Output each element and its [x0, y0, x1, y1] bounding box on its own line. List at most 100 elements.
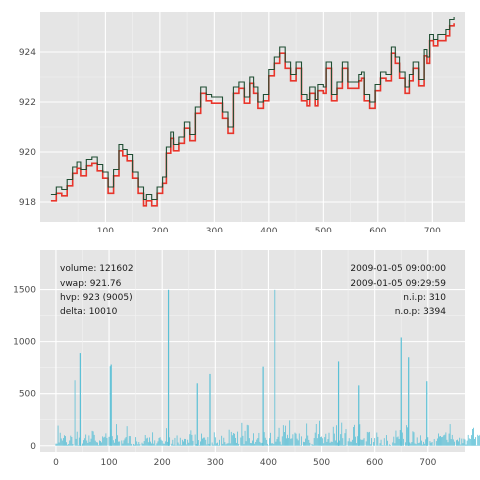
volume-bar — [177, 442, 179, 446]
volume-bar — [223, 437, 225, 446]
price-x-tick-label: 300 — [206, 227, 223, 232]
volume-bar — [340, 434, 342, 446]
volume-bar — [441, 437, 443, 446]
volume-bar — [112, 440, 114, 446]
volume-bar — [423, 441, 424, 446]
volume-bar — [129, 436, 131, 446]
volume-bar — [145, 438, 147, 446]
volume-bar — [363, 438, 365, 446]
price-x-tick-label: 600 — [369, 227, 386, 232]
volume-spike-bar — [337, 361, 340, 446]
volume-bar — [77, 445, 79, 446]
volume-bar — [200, 441, 201, 446]
volume-bar — [143, 441, 145, 446]
volume-spike-bar — [79, 353, 81, 446]
volume-bar — [75, 438, 77, 446]
volume-spike-bar — [167, 289, 170, 446]
volume-bar — [157, 441, 159, 446]
volume-bar — [477, 434, 479, 446]
volume-bar — [236, 442, 237, 446]
price-y-axis: 918 920 922 924 — [19, 48, 36, 208]
volume-bar — [171, 443, 173, 446]
volume-bar — [321, 436, 322, 446]
volume-bar — [356, 443, 358, 446]
volume-bar — [160, 439, 162, 446]
volume-bar — [347, 441, 349, 446]
volume-bar — [433, 438, 435, 446]
volume-bar — [271, 443, 273, 446]
volume-bar — [381, 445, 383, 446]
volume-bar — [87, 442, 89, 446]
volume-bar — [384, 445, 386, 446]
volume-bar — [124, 438, 126, 446]
volume-bar — [152, 432, 154, 446]
volume-bar — [412, 431, 414, 446]
volume-bar — [169, 437, 171, 446]
volume-bar — [371, 438, 372, 446]
stats-annotations-right: 2009-01-05 09:00:00 2009-01-05 09:29:59 … — [350, 264, 446, 317]
volume-bar — [237, 431, 239, 446]
volume-bar — [327, 439, 329, 446]
volume-bar — [315, 423, 317, 446]
volume-bar — [231, 435, 233, 446]
volume-bar — [342, 438, 344, 446]
volume-bar — [162, 443, 164, 446]
volume-bar — [218, 445, 219, 446]
volume-bar — [397, 436, 399, 446]
volume-bar — [98, 445, 99, 446]
volume-bar — [470, 435, 472, 446]
volume-bar — [362, 439, 364, 446]
volume-bar — [409, 442, 411, 446]
volume-bar — [74, 380, 76, 446]
volume-bar — [151, 443, 152, 446]
volume-bar — [192, 440, 194, 446]
volume-x-tick-label: 700 — [419, 458, 436, 468]
volume-bar — [323, 443, 325, 446]
volume-bar — [86, 440, 88, 446]
volume-bar — [256, 439, 258, 446]
volume-bar — [331, 441, 333, 446]
volume-bar — [127, 443, 129, 446]
volume-bar — [245, 441, 247, 446]
volume-bar — [332, 426, 334, 446]
volume-bar — [357, 436, 359, 446]
volume-bar — [448, 433, 450, 446]
volume-bar — [446, 439, 448, 446]
volume-bar — [96, 442, 98, 446]
volume-bar — [410, 443, 412, 446]
price-line-chart: 100 200 300 400 500 600 700 918 920 922 924 — [19, 12, 465, 232]
price-x-tick-label: 100 — [97, 227, 114, 232]
volume-bar — [102, 436, 104, 446]
volume-bar — [278, 427, 280, 446]
volume-bar — [435, 441, 437, 446]
volume-bar — [211, 442, 213, 446]
volume-bar — [249, 443, 251, 446]
volume-bar — [407, 427, 409, 446]
volume-bar — [60, 438, 62, 446]
volume-bar — [252, 440, 253, 446]
volume-bar — [418, 442, 420, 446]
volume-bar — [187, 439, 189, 446]
volume-bar — [299, 445, 301, 446]
volume-y-axis: 0 500 1000 1500 — [13, 286, 36, 452]
volume-bar — [459, 437, 461, 446]
volume-spike-bar — [196, 383, 198, 446]
volume-bar — [130, 443, 132, 446]
volume-bar — [213, 432, 215, 446]
volume-bar — [71, 437, 73, 446]
volume-bar — [415, 444, 417, 446]
volume-bar — [56, 443, 58, 446]
volume-bar — [474, 438, 475, 446]
bid-price-line — [50, 23, 455, 207]
volume-bar — [65, 436, 66, 446]
volume-bar — [167, 441, 168, 446]
volume-bar — [285, 425, 286, 446]
volume-bar — [440, 435, 441, 446]
volume-bar — [126, 426, 128, 446]
volume-bar — [183, 441, 184, 446]
volume-bar-chart: 0 100 200 300 400 500 600 700 0 500 1000 1500 volu… — [13, 250, 480, 468]
volume-bar — [70, 435, 72, 446]
volume-bar — [425, 439, 427, 446]
volume-bar — [466, 440, 468, 446]
volume-spike-bar — [209, 373, 211, 446]
